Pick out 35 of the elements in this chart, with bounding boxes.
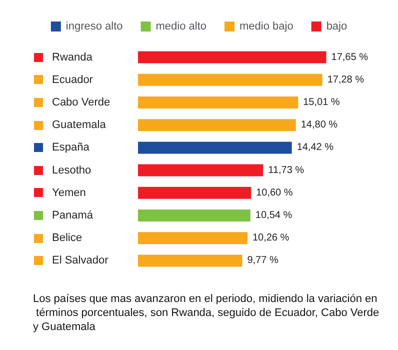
legend-label: ingreso alto [66,20,123,32]
data-label: 10,60 % [256,187,293,198]
data-label: 10,26 % [252,232,290,244]
bar [138,232,248,244]
y-tick-label: Ecuador [52,74,94,86]
data-label: 11,73 % [268,164,304,176]
bar [138,254,242,267]
data-label: 15,01 % [303,97,340,108]
y-tick-label: El Salvador [52,254,109,267]
bar [138,210,250,222]
legend-label: bajo [326,20,348,32]
text: Los países que mas avanzaron en el periodo, midiendo la variación en términos porcentuales, son Rwanda, seguido de Ecuador, Cabo Verde y Guatemala [33,293,382,333]
bar [138,164,264,176]
data-label: 10,54 % [255,210,292,221]
bar [138,51,326,64]
legend-label: medio bajo [240,20,294,32]
data-label: 14,80 % [300,120,338,131]
bar [138,142,292,154]
data-label: 14,42 % [296,142,334,154]
y-tick-label: España [52,142,90,154]
data-label: 17,65 % [331,52,368,63]
bar [138,186,252,199]
y-tick-label: Cabo Verde [52,96,110,108]
bar [138,119,296,132]
bar [138,74,322,86]
bar [138,96,298,108]
y-tick-label: Yemen [52,186,86,199]
data-label: 9,77 % [247,255,278,266]
y-tick-label: Guatemala [52,119,107,132]
y-tick-label: Lesotho [52,164,92,176]
y-tick-label: Belice [52,232,82,244]
y-tick-label: Panamá [52,210,94,222]
y-tick-label: Rwanda [52,51,94,64]
legend-label: medio alto [156,20,207,32]
data-label: 17,28 % [327,74,364,86]
